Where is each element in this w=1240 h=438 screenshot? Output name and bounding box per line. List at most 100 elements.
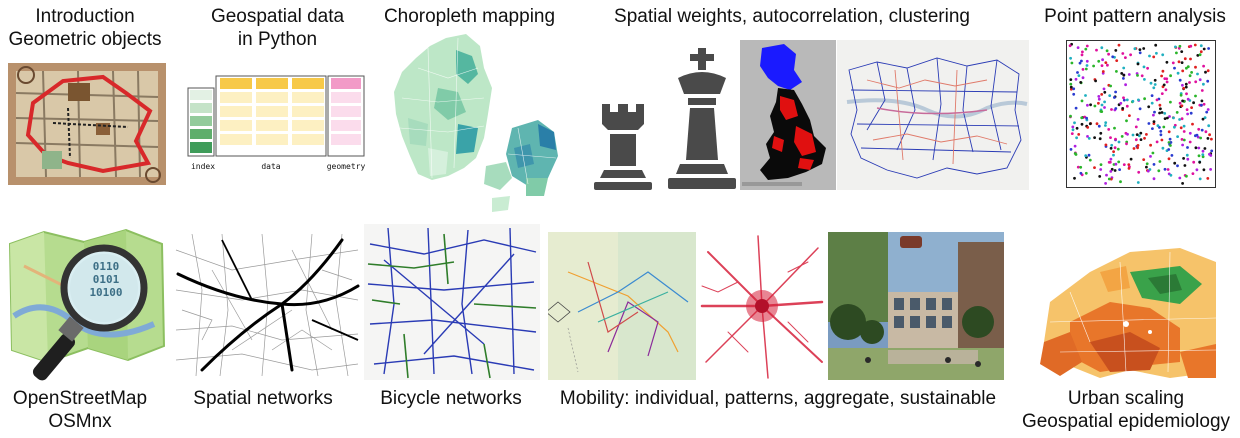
point-mark	[1122, 77, 1125, 80]
point-mark	[1184, 82, 1188, 86]
label-data: data	[261, 162, 281, 171]
point-mark	[1109, 177, 1113, 181]
point-mark	[1134, 138, 1138, 142]
point-mark	[1181, 143, 1184, 147]
point-pattern-plot	[1066, 40, 1216, 188]
point-mark	[1186, 65, 1190, 69]
point-mark	[1136, 118, 1140, 121]
point-mark	[1177, 60, 1181, 64]
point-mark	[1069, 87, 1073, 91]
point-mark	[1114, 162, 1118, 166]
point-mark	[1124, 83, 1127, 87]
point-mark	[1100, 46, 1104, 50]
point-mark	[1087, 137, 1091, 140]
point-mark	[1073, 121, 1076, 125]
point-mark	[1152, 120, 1156, 123]
caption-spatial-weights: Spatial weights, autocorrelation, cluste…	[592, 5, 992, 28]
point-mark	[1092, 64, 1095, 68]
point-mark	[1138, 51, 1142, 55]
point-mark	[1133, 47, 1137, 51]
caption-line: Spatial networks	[193, 388, 333, 409]
point-mark	[1198, 160, 1202, 164]
caption-urban-scaling: Urban scaling Geospatial epidemiology	[1012, 387, 1240, 433]
point-mark	[1094, 79, 1097, 83]
caption-line: Choropleth mapping	[383, 6, 556, 27]
point-mark	[1117, 140, 1121, 144]
king-icon	[664, 48, 740, 192]
point-mark	[1194, 65, 1197, 69]
point-mark	[1206, 108, 1210, 111]
point-mark	[1200, 99, 1204, 103]
point-mark	[1180, 61, 1184, 64]
point-mark	[1182, 124, 1186, 128]
point-mark	[1179, 93, 1183, 97]
caption-line: Geospatial epidemiology	[1021, 411, 1231, 432]
point-mark	[1194, 94, 1197, 98]
caption-bicycle-networks: Bicycle networks	[366, 387, 536, 410]
point-mark	[1175, 51, 1178, 55]
caption-line: Spatial weights, autocorrelation, cluste…	[614, 6, 970, 27]
magnifier-binary: 0110 0101 10100	[78, 260, 134, 299]
point-mark	[1158, 103, 1162, 107]
point-mark	[1112, 153, 1115, 157]
point-mark	[1160, 92, 1164, 95]
point-mark	[1192, 160, 1196, 164]
point-mark	[1173, 161, 1177, 165]
point-mark	[1208, 133, 1211, 137]
point-mark	[1138, 107, 1142, 111]
point-mark	[1117, 160, 1121, 164]
point-mark	[1204, 70, 1207, 74]
caption-line: Geometric objects	[8, 29, 162, 50]
point-mark	[1114, 49, 1118, 52]
point-mark	[1163, 77, 1167, 80]
point-mark	[1103, 106, 1106, 109]
point-mark	[1149, 155, 1152, 158]
point-mark	[1206, 69, 1210, 73]
caption-choropleth: Choropleth mapping	[372, 5, 567, 28]
point-mark	[1178, 118, 1181, 121]
point-mark	[1200, 128, 1204, 132]
point-mark	[1070, 132, 1074, 135]
point-mark	[1160, 74, 1163, 78]
point-mark	[1131, 99, 1135, 103]
point-mark	[1197, 146, 1201, 150]
point-mark	[1085, 116, 1088, 120]
point-mark	[1084, 94, 1087, 97]
point-mark	[1122, 163, 1126, 166]
point-mark	[1107, 128, 1111, 131]
point-mark	[1161, 53, 1165, 57]
point-mark	[1114, 90, 1117, 94]
point-mark	[1210, 149, 1214, 153]
point-mark	[1109, 170, 1113, 173]
caption-point-pattern: Point pattern analysis	[1030, 5, 1240, 28]
point-mark	[1107, 52, 1110, 56]
point-mark	[1147, 122, 1151, 125]
point-mark	[1145, 133, 1148, 136]
point-mark	[1136, 181, 1140, 184]
point-mark	[1195, 133, 1199, 137]
point-mark	[1210, 137, 1213, 141]
point-mark	[1105, 173, 1108, 177]
point-mark	[1103, 90, 1107, 94]
point-mark	[1080, 59, 1083, 63]
point-mark	[1100, 64, 1104, 67]
point-mark	[1146, 66, 1149, 70]
point-mark	[1145, 162, 1149, 166]
point-mark	[1119, 101, 1123, 105]
point-mark	[1202, 47, 1206, 51]
point-mark	[1202, 168, 1206, 172]
point-mark	[1163, 112, 1167, 115]
point-mark	[1159, 107, 1162, 111]
point-mark	[1186, 146, 1189, 149]
point-mark	[1183, 164, 1187, 167]
point-mark	[1143, 136, 1146, 140]
point-mark	[1136, 62, 1140, 66]
caption-line: Mobility: individual, patterns, aggregat…	[559, 388, 997, 409]
point-mark	[1137, 134, 1141, 138]
point-mark	[1128, 114, 1131, 117]
point-mark	[1086, 126, 1090, 129]
point-mark	[1076, 46, 1080, 49]
point-mark	[1070, 61, 1074, 65]
point-mark	[1136, 146, 1139, 150]
point-mark	[1169, 100, 1172, 104]
